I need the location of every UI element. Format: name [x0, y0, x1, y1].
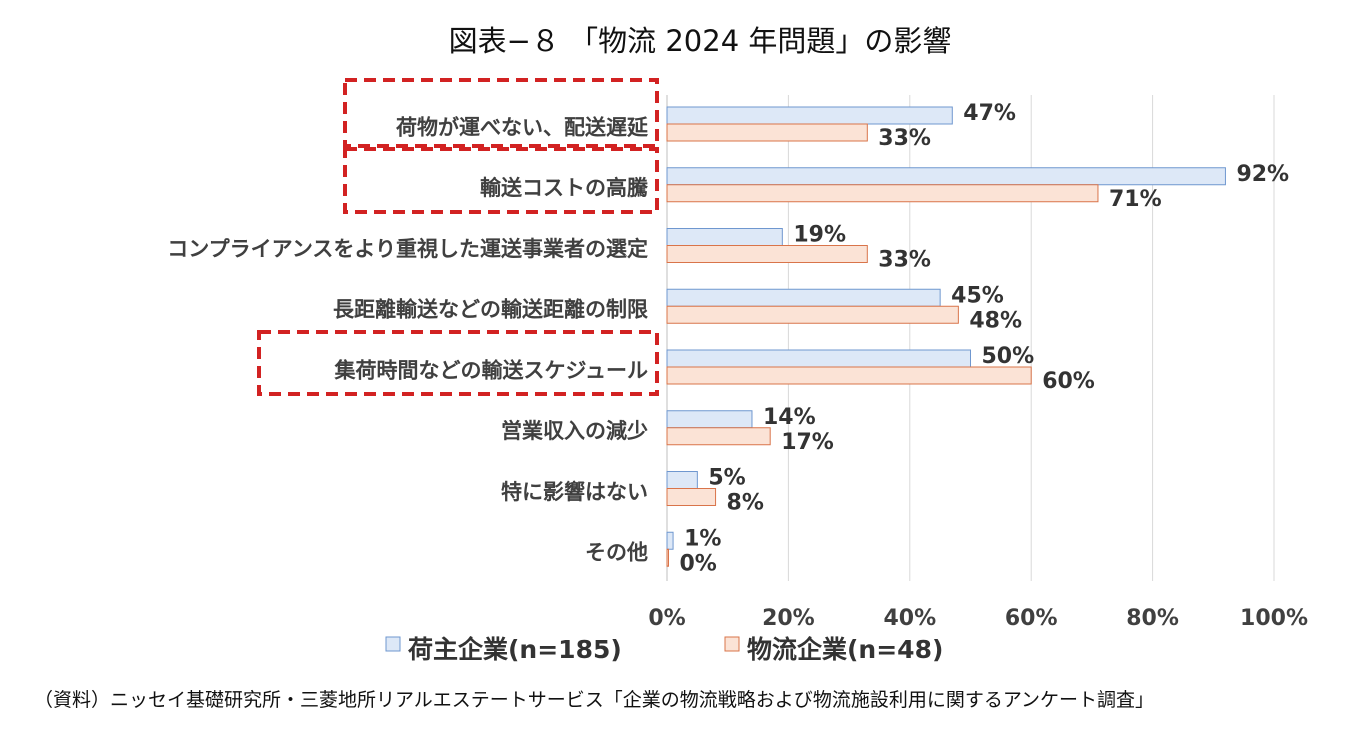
highlight-boxes	[257, 78, 659, 396]
bar	[666, 167, 1226, 186]
legend-swatch	[724, 636, 740, 652]
bar	[666, 106, 953, 125]
x-tick-label: 40%	[883, 606, 936, 631]
bar	[666, 228, 783, 246]
category-label: コンプライアンスをより重視した運送事業者の選定	[167, 237, 648, 261]
data-label: 50%	[982, 344, 1035, 369]
data-label: 0%	[680, 551, 717, 576]
category-label: その他	[585, 541, 648, 565]
bar	[666, 531, 674, 550]
source-note: （資料）ニッセイ基礎研究所・三菱地所リアルエステートサービス「企業の物流戦略およ…	[34, 689, 1154, 711]
category-label: 荷物が運べない、配送遅延	[396, 115, 649, 139]
bar	[666, 471, 698, 489]
data-label: 47%	[963, 101, 1016, 126]
data-label: 19%	[793, 223, 846, 248]
data-label: 33%	[878, 126, 931, 151]
x-tick-label: 0%	[648, 606, 685, 631]
bar	[666, 548, 669, 567]
bar	[666, 349, 971, 368]
bar	[666, 488, 717, 506]
category-label: 営業収入の減少	[501, 419, 648, 443]
data-label: 71%	[1109, 187, 1162, 212]
data-label: 17%	[781, 430, 834, 455]
bar	[666, 288, 941, 307]
highlight-box	[257, 330, 659, 396]
bar	[666, 123, 868, 142]
category-label: 集荷時間などの輸送スケジュール	[333, 358, 648, 382]
bar	[666, 245, 868, 263]
highlight-box	[343, 78, 659, 148]
category-labels: 荷物が運べない、配送遅延輸送コストの高騰コンプライアンスをより重視した運送事業者…	[167, 115, 649, 564]
legend-label: 物流企業(n=48)	[747, 635, 943, 664]
category-label: 長距離輸送などの輸送距離の制限	[333, 298, 648, 322]
legend-swatch	[385, 636, 401, 652]
bar	[666, 366, 1032, 385]
data-label: 92%	[1236, 162, 1289, 187]
chart-title: 図表−８ 「物流 2024 年問題」の影響	[449, 24, 952, 58]
bar	[666, 427, 771, 446]
legend-label: 荷主企業(n=185)	[408, 635, 622, 664]
x-tick-label: 20%	[762, 606, 815, 631]
data-label: 14%	[763, 405, 816, 430]
data-label: 8%	[727, 491, 764, 516]
highlight-box	[343, 147, 659, 214]
data-labels: 47% 33% 92% 71% 19% 33% 45%48% 50% 60% 14%17% 5%8%…	[680, 101, 1290, 576]
data-label: 60%	[1042, 369, 1095, 394]
x-tick-label: 60%	[1005, 606, 1058, 631]
data-label: 48%	[969, 308, 1022, 333]
bars	[666, 106, 1226, 567]
data-label: 33%	[878, 248, 931, 273]
category-label: 輸送コストの高騰	[480, 176, 649, 200]
bar	[666, 184, 1099, 203]
x-tick-label: 80%	[1126, 606, 1179, 631]
category-label: 特に影響はない	[501, 480, 648, 504]
x-axis-ticks: 0% 20% 40% 60% 80% 100%	[648, 606, 1308, 631]
x-tick-label: 100%	[1240, 606, 1308, 631]
bar	[666, 410, 753, 429]
data-label: 45%	[951, 283, 1004, 308]
legend: 荷主企業(n=185) 物流企業(n=48)	[385, 635, 943, 664]
data-label: 5%	[708, 466, 745, 491]
bar	[666, 305, 959, 324]
data-label: 1%	[684, 526, 721, 551]
